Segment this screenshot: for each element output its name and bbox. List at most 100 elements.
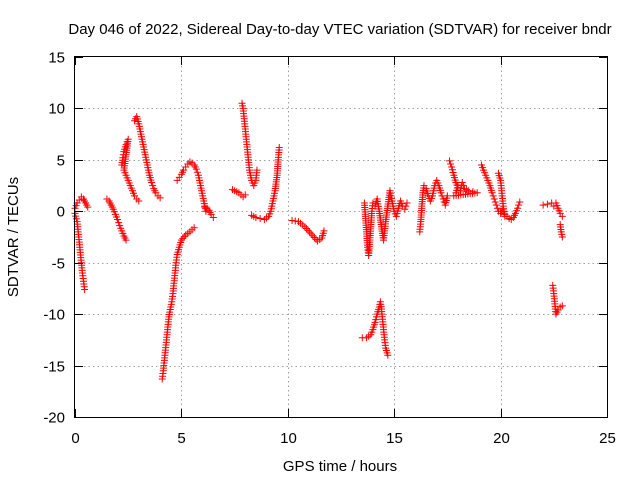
y-tick-label: 5 xyxy=(57,153,65,170)
x-tick-label: 0 xyxy=(71,430,79,447)
y-tick-label: -5 xyxy=(52,256,65,273)
series-arc-5 xyxy=(131,113,164,202)
series-arc-18 xyxy=(494,169,509,220)
data-point xyxy=(114,216,122,224)
series-arc-16 xyxy=(446,157,481,200)
data-point xyxy=(454,182,462,190)
data-point xyxy=(558,212,566,220)
series-arc-3 xyxy=(103,195,130,244)
series-arc-6 xyxy=(158,224,198,383)
data-point xyxy=(516,198,524,206)
data-marks xyxy=(71,99,566,383)
y-tick-label: 15 xyxy=(48,50,65,67)
data-point xyxy=(192,165,200,173)
data-point xyxy=(490,195,498,203)
series-arc-9 xyxy=(228,186,249,201)
data-point xyxy=(403,199,411,207)
data-point xyxy=(252,213,260,221)
data-point xyxy=(447,160,455,168)
data-point xyxy=(558,233,566,241)
data-point xyxy=(515,201,523,209)
y-tick-label: -15 xyxy=(43,359,65,376)
data-point xyxy=(209,213,217,221)
data-point xyxy=(149,182,157,190)
data-point xyxy=(384,351,392,359)
series-arc-4 xyxy=(118,135,143,205)
data-point xyxy=(148,178,156,186)
x-tick-label: 20 xyxy=(493,430,510,447)
data-point xyxy=(190,224,198,232)
data-point xyxy=(193,168,201,176)
data-point xyxy=(301,223,309,231)
series-arc-20 xyxy=(549,281,566,318)
data-point xyxy=(310,234,318,242)
data-point xyxy=(501,212,509,220)
series-arc-11 xyxy=(248,144,283,224)
data-point xyxy=(135,197,143,205)
data-point xyxy=(437,189,445,197)
data-point xyxy=(177,236,185,244)
grid-lines xyxy=(75,57,607,417)
data-point xyxy=(401,205,409,213)
data-point xyxy=(84,203,92,211)
series-arc-7 xyxy=(173,158,210,215)
data-point xyxy=(253,166,261,174)
series-arc-19 xyxy=(539,199,566,220)
data-point xyxy=(306,228,314,236)
series-arc-15 xyxy=(416,176,451,236)
x-axis-label: GPS time / hours xyxy=(283,458,397,475)
data-point xyxy=(320,227,328,235)
series-arc-1 xyxy=(71,193,92,212)
data-point xyxy=(558,302,566,310)
data-point xyxy=(288,217,296,225)
data-point xyxy=(115,219,123,227)
data-point xyxy=(241,191,249,199)
data-point xyxy=(491,198,499,206)
data-point xyxy=(122,236,130,244)
data-point xyxy=(275,144,283,152)
axes: 0 5 10 15 20 25 -20 -15 -10 -5 0 5 10 15 xyxy=(43,50,616,448)
series-arc-21 xyxy=(556,221,566,241)
data-point xyxy=(543,200,551,208)
series-arc-13 xyxy=(358,298,392,359)
data-point xyxy=(402,202,410,210)
data-point xyxy=(291,217,299,225)
series-arc-10 xyxy=(238,99,261,190)
series-arc-8 xyxy=(201,203,217,221)
data-point xyxy=(180,233,188,241)
data-point xyxy=(179,234,187,242)
data-point xyxy=(302,225,310,233)
series-arc-12 xyxy=(288,217,328,245)
x-tick-label: 25 xyxy=(599,430,616,447)
x-tick-label: 15 xyxy=(386,430,403,447)
data-point xyxy=(493,204,501,212)
data-point xyxy=(465,187,473,195)
data-point xyxy=(443,192,451,200)
data-point xyxy=(307,230,315,238)
chart-title: Day 046 of 2022, Sidereal Day-to-day VTE… xyxy=(68,21,611,38)
y-tick-label: 0 xyxy=(57,204,65,221)
data-point xyxy=(304,226,312,234)
x-tick-label: 10 xyxy=(280,430,297,447)
data-point xyxy=(489,192,497,200)
data-point xyxy=(514,204,522,212)
x-tick-label: 5 xyxy=(177,430,185,447)
data-point xyxy=(81,285,89,293)
data-point xyxy=(458,178,466,186)
series-arc-2 xyxy=(71,209,89,293)
data-point xyxy=(309,232,317,240)
data-point xyxy=(446,157,454,165)
data-point xyxy=(202,207,210,215)
data-point xyxy=(539,201,547,209)
data-point xyxy=(439,195,447,203)
data-point xyxy=(488,189,496,197)
y-tick-label: -10 xyxy=(43,307,65,324)
data-point xyxy=(492,201,500,209)
series-arc-14 xyxy=(360,187,411,260)
plot-frame xyxy=(74,56,608,418)
y-tick-label: -20 xyxy=(43,410,65,427)
data-point xyxy=(256,214,264,222)
data-point xyxy=(156,194,164,202)
y-axis-label: SDTVAR / TECUs xyxy=(5,177,22,297)
